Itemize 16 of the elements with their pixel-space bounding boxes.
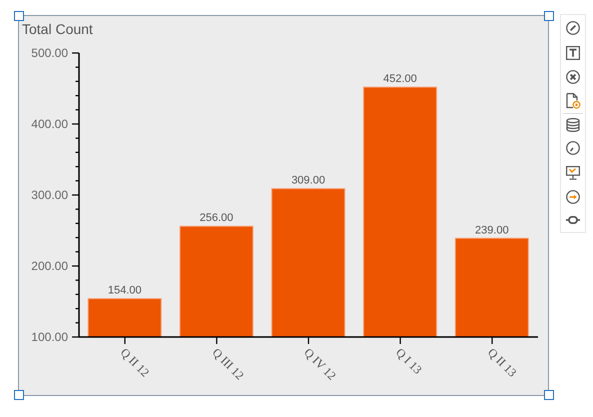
x-tick-label: Q I 13 — [393, 345, 425, 377]
data-label: 256.00 — [200, 212, 234, 224]
y-tick-label: 300.00 — [31, 188, 68, 202]
data-label: 452.00 — [383, 73, 417, 86]
y-tick-label: 400.00 — [31, 117, 68, 132]
y-axis-title: Total Count — [22, 21, 93, 38]
y-tick-label: 200.00 — [31, 259, 68, 274]
x-tick-label: Q III 12 — [210, 345, 247, 382]
y-tick-label: 500.00 — [31, 46, 68, 60]
x-tick-label: Q IV 12 — [301, 345, 339, 383]
data-label: 309.00 — [291, 174, 326, 187]
x-tick-label: Q II 12 — [118, 345, 152, 380]
data-label: 239.00 — [475, 224, 509, 236]
x-tick-label: Q II 13 — [484, 345, 520, 380]
data-label: 154.00 — [108, 284, 142, 297]
y-tick-label: 100.00 — [31, 330, 68, 344]
